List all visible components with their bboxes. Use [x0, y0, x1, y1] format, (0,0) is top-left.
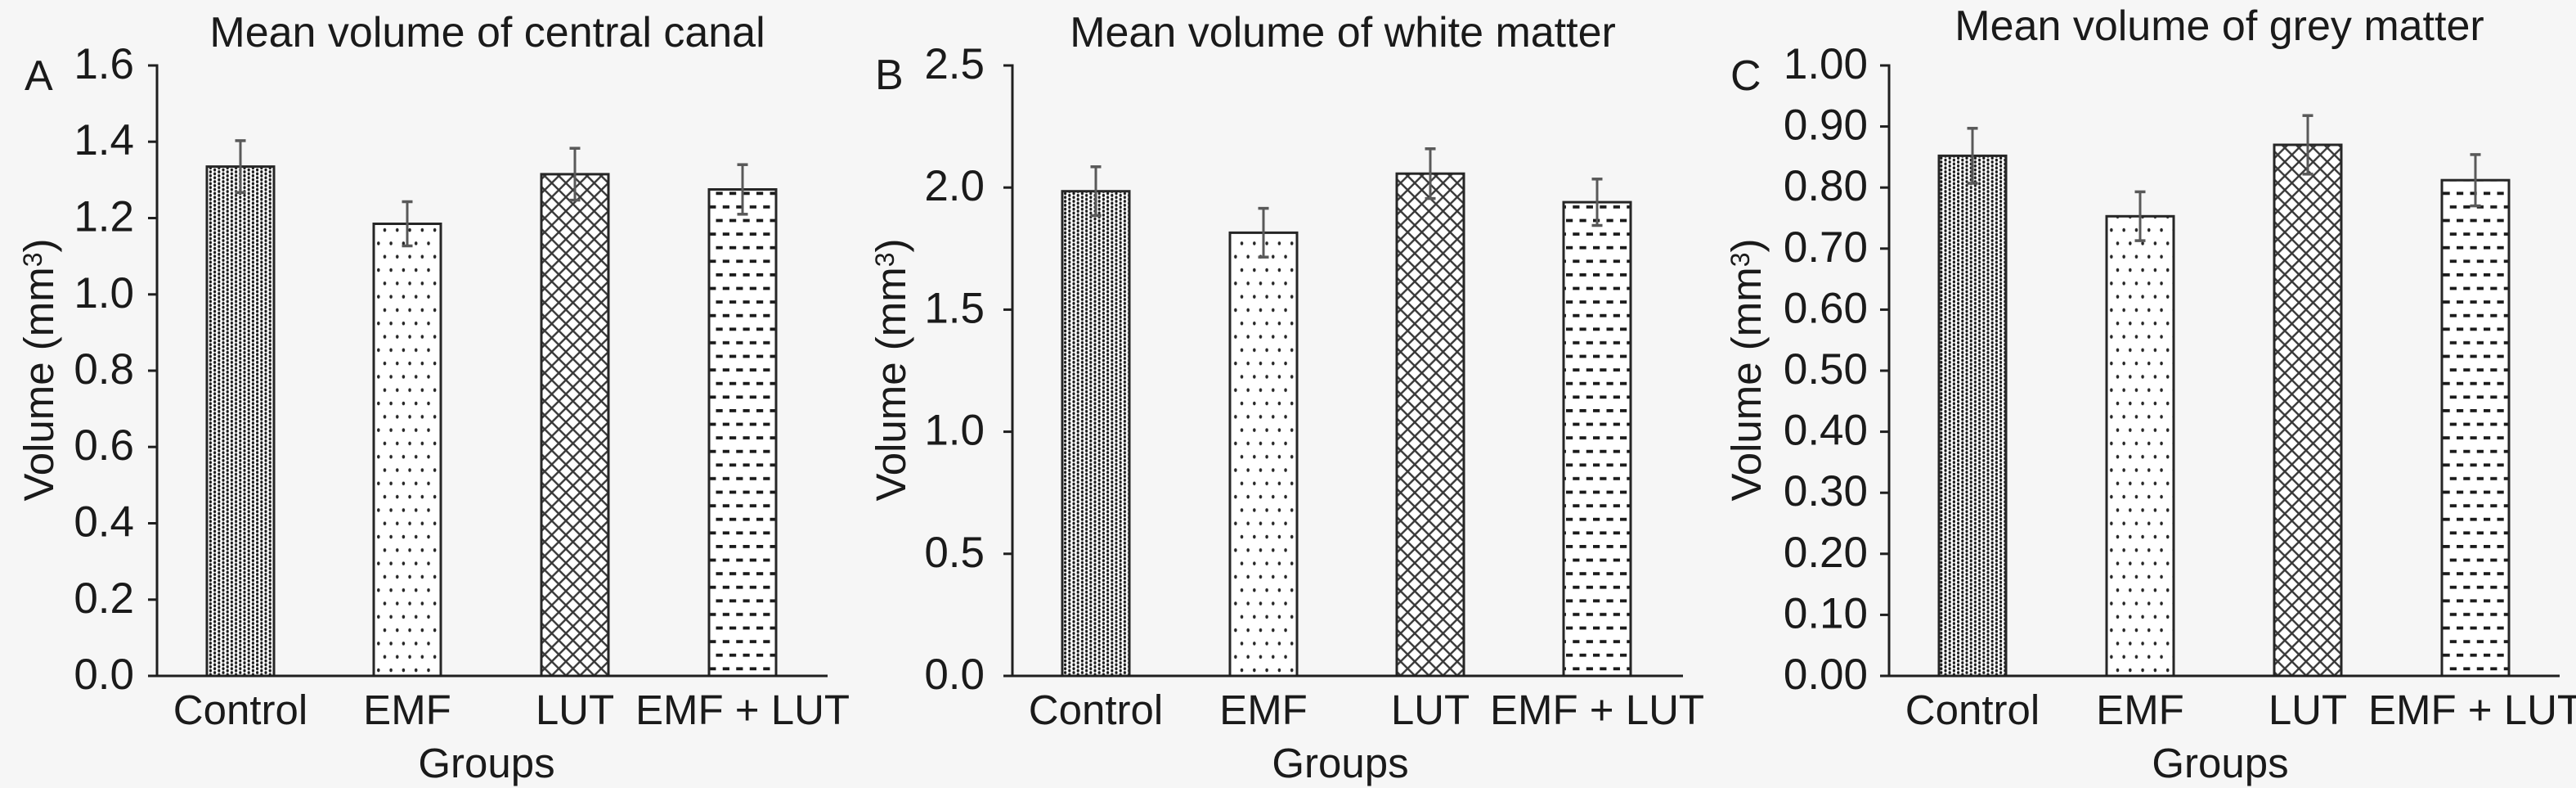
svg-text:C: C — [1730, 52, 1761, 100]
svg-text:Mean volume of central canal: Mean volume of central canal — [209, 9, 765, 56]
svg-text:0.6: 0.6 — [74, 421, 134, 470]
svg-text:Mean volume of white matter: Mean volume of white matter — [1070, 9, 1616, 56]
svg-text:LUT: LUT — [2269, 687, 2347, 733]
svg-text:EMF: EMF — [1219, 687, 1308, 733]
svg-text:0.5: 0.5 — [924, 529, 985, 577]
svg-text:2.0: 2.0 — [924, 162, 985, 210]
svg-text:2.5: 2.5 — [924, 40, 985, 88]
svg-text:Groups: Groups — [2152, 740, 2288, 786]
svg-text:0.20: 0.20 — [1784, 529, 1868, 577]
svg-text:Volume (mm3): Volume (mm3) — [1723, 238, 1770, 501]
svg-text:1.2: 1.2 — [74, 193, 134, 241]
svg-text:A: A — [25, 52, 53, 100]
svg-text:0.0: 0.0 — [924, 651, 985, 699]
svg-text:1.00: 1.00 — [1784, 40, 1868, 88]
svg-text:0.10: 0.10 — [1784, 589, 1868, 637]
svg-text:LUT: LUT — [536, 687, 614, 733]
svg-text:B: B — [875, 52, 904, 99]
svg-text:1.6: 1.6 — [74, 40, 134, 88]
svg-text:0.40: 0.40 — [1784, 407, 1868, 455]
svg-text:LUT: LUT — [1391, 687, 1470, 733]
svg-text:Volume (mm3): Volume (mm3) — [16, 238, 62, 501]
svg-text:0.90: 0.90 — [1784, 101, 1868, 150]
svg-text:0.80: 0.80 — [1784, 162, 1868, 210]
svg-text:Control: Control — [173, 687, 307, 733]
svg-text:Mean volume of grey matter: Mean volume of grey matter — [1954, 2, 2484, 50]
svg-text:Volume (mm3): Volume (mm3) — [868, 238, 914, 501]
svg-text:EMF: EMF — [2096, 687, 2184, 733]
svg-text:1.0: 1.0 — [74, 269, 134, 317]
svg-text:EMF: EMF — [363, 687, 451, 733]
svg-text:Groups: Groups — [418, 740, 554, 786]
svg-text:0.4: 0.4 — [74, 498, 134, 547]
svg-text:0.8: 0.8 — [74, 345, 134, 394]
svg-text:EMF + LUT: EMF + LUT — [635, 687, 850, 733]
svg-text:0.00: 0.00 — [1784, 651, 1868, 699]
svg-text:1.5: 1.5 — [924, 284, 985, 332]
svg-text:0.30: 0.30 — [1784, 467, 1868, 516]
svg-text:Groups: Groups — [1272, 740, 1408, 786]
svg-text:0.2: 0.2 — [74, 574, 134, 623]
svg-text:0.70: 0.70 — [1784, 223, 1868, 272]
svg-text:EMF + LUT: EMF + LUT — [2368, 687, 2576, 733]
svg-text:Control: Control — [1905, 687, 2040, 733]
svg-text:0.60: 0.60 — [1784, 284, 1868, 332]
svg-text:0.0: 0.0 — [74, 651, 134, 699]
svg-text:1.4: 1.4 — [74, 116, 134, 164]
svg-text:EMF + LUT: EMF + LUT — [1490, 687, 1704, 733]
svg-text:0.50: 0.50 — [1784, 345, 1868, 394]
svg-text:1.0: 1.0 — [924, 407, 985, 455]
svg-text:Control: Control — [1029, 687, 1163, 733]
